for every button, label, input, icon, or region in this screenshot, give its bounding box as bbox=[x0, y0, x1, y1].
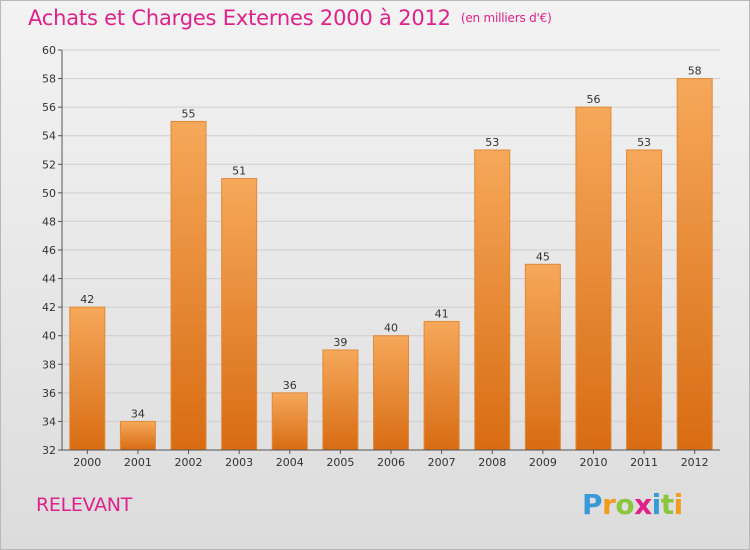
y-tick-label: 48 bbox=[42, 215, 56, 228]
bar bbox=[524, 263, 561, 451]
value-label: 53 bbox=[485, 136, 499, 149]
value-label: 42 bbox=[80, 293, 94, 306]
x-tick-label: 2000 bbox=[73, 456, 101, 469]
bar bbox=[626, 149, 663, 451]
bar bbox=[221, 178, 258, 451]
bar bbox=[474, 149, 511, 451]
value-label: 53 bbox=[637, 136, 651, 149]
x-tick-label: 2008 bbox=[478, 456, 506, 469]
x-tick-label: 2011 bbox=[630, 456, 658, 469]
logo-letter: t bbox=[660, 488, 674, 521]
y-tick-label: 54 bbox=[42, 130, 56, 143]
bar bbox=[271, 392, 308, 451]
bar bbox=[423, 320, 460, 451]
y-tick-label: 42 bbox=[42, 301, 56, 314]
bar bbox=[322, 349, 359, 451]
x-tick-label: 2009 bbox=[529, 456, 557, 469]
x-tick-label: 2007 bbox=[428, 456, 456, 469]
y-tick-label: 56 bbox=[42, 101, 56, 114]
y-tick-label: 34 bbox=[42, 415, 56, 428]
x-tick-label: 2004 bbox=[276, 456, 304, 469]
y-tick-label: 44 bbox=[42, 273, 56, 286]
title-unit: (en milliers d'€) bbox=[460, 11, 552, 25]
y-tick-label: 58 bbox=[42, 73, 56, 86]
bar bbox=[676, 78, 713, 451]
logo-letter: P bbox=[582, 488, 603, 521]
y-tick-label: 40 bbox=[42, 330, 56, 343]
proxiti-logo[interactable]: Proxiti bbox=[582, 488, 683, 521]
title-text: Achats et Charges Externes 2000 à 2012 bbox=[28, 6, 451, 30]
y-tick-label: 32 bbox=[42, 444, 56, 457]
x-tick-label: 2010 bbox=[579, 456, 607, 469]
logo-letter: i bbox=[673, 488, 684, 521]
chart-title: Achats et Charges Externes 2000 à 2012 (e… bbox=[28, 6, 552, 30]
value-label: 40 bbox=[384, 322, 398, 335]
value-label: 45 bbox=[536, 250, 550, 263]
logo-letter: i bbox=[651, 488, 662, 521]
y-tick-label: 38 bbox=[42, 358, 56, 371]
x-tick-label: 2012 bbox=[681, 456, 709, 469]
y-tick-label: 60 bbox=[42, 44, 56, 57]
bar bbox=[373, 335, 409, 451]
bar bbox=[575, 106, 612, 451]
y-tick-label: 46 bbox=[42, 244, 56, 257]
x-tick-label: 2002 bbox=[175, 456, 203, 469]
value-label: 36 bbox=[283, 379, 297, 392]
value-label: 51 bbox=[232, 165, 246, 178]
bar bbox=[170, 120, 207, 451]
value-label: 41 bbox=[435, 307, 449, 320]
value-label: 55 bbox=[182, 107, 196, 120]
x-tick-label: 2001 bbox=[124, 456, 152, 469]
value-label: 58 bbox=[688, 65, 702, 78]
y-tick-label: 36 bbox=[42, 387, 56, 400]
bar bbox=[119, 420, 156, 451]
logo-letter: o bbox=[615, 488, 635, 521]
bar bbox=[69, 306, 106, 451]
x-tick-label: 2005 bbox=[326, 456, 354, 469]
x-tick-label: 2006 bbox=[377, 456, 405, 469]
logo-letter: r bbox=[602, 488, 616, 521]
y-tick-label: 52 bbox=[42, 158, 56, 171]
x-tick-label: 2003 bbox=[225, 456, 253, 469]
logo-letter: x bbox=[634, 488, 652, 521]
commune-name: RELEVANT bbox=[36, 494, 132, 516]
value-label: 56 bbox=[586, 93, 600, 106]
value-label: 39 bbox=[333, 336, 347, 349]
value-label: 34 bbox=[131, 407, 145, 420]
y-tick-label: 50 bbox=[42, 187, 56, 200]
